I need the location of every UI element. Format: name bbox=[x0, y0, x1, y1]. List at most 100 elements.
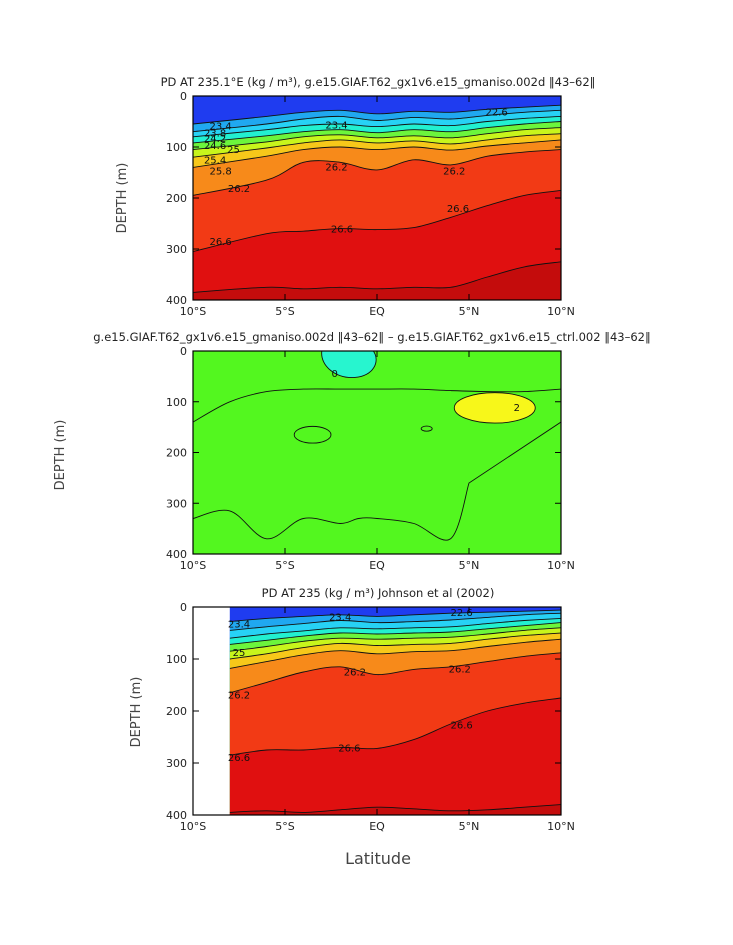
panel-middle-xtick-label: EQ bbox=[369, 559, 385, 572]
panel-bottom-isopycnal-25.4 bbox=[229, 632, 562, 660]
panel-middle-xtick-label: 5°N bbox=[459, 559, 480, 572]
panel-bottom-ylabel: DEPTH (m) bbox=[129, 677, 144, 748]
panel-top-xtick-label: EQ bbox=[369, 305, 385, 318]
panel-middle-difference-field bbox=[193, 351, 561, 554]
panel-top-contour-label: 26.6 bbox=[447, 204, 469, 215]
panel-bottom-xtick-label: 10°S bbox=[180, 820, 206, 833]
panel-bottom-contour-label: 26.6 bbox=[338, 743, 360, 754]
panel-middle-closed-contour bbox=[420, 425, 433, 432]
panel-bottom-xtick-label: 10°N bbox=[547, 820, 575, 833]
panel-top-isopycnal-23.8 bbox=[193, 109, 561, 133]
panel-top-isopycnal-27 bbox=[193, 261, 561, 293]
panel-top-ytick-label: 0 bbox=[180, 90, 187, 103]
panel-middle-lower-region bbox=[193, 422, 561, 554]
panel-middle-positive-patch bbox=[453, 392, 536, 424]
panel-top-contour-label: 26.6 bbox=[331, 225, 353, 236]
panel-top-contour-label: 23.8 bbox=[204, 129, 226, 140]
panel-bottom-isopycnal-26.2 bbox=[229, 652, 562, 694]
panel-top-contour-label: 22.6 bbox=[485, 107, 507, 118]
panel-top-contour-label: 23.4 bbox=[325, 121, 347, 132]
panel-top-contour-label: 25.4 bbox=[204, 155, 226, 166]
panel-top-ytick-label: 300 bbox=[166, 243, 187, 256]
panel-top-ytick-label: 200 bbox=[166, 192, 187, 205]
panel-top-isopycnals bbox=[193, 104, 561, 293]
panel-top-contour-label: 23.4 bbox=[209, 122, 231, 133]
panel-middle-ytick-label: 300 bbox=[166, 497, 187, 510]
panel-top-contour-label: 26.2 bbox=[228, 184, 250, 195]
panel-top-isopycnal-24.6 bbox=[193, 121, 561, 144]
panel-bottom-contour-label: 26.2 bbox=[228, 690, 250, 701]
panel-bottom-isopycnal-25 bbox=[229, 627, 562, 652]
panel-top-ylabel: DEPTH (m) bbox=[115, 163, 130, 234]
figure-xlabel: Latitude bbox=[345, 849, 411, 868]
panel-top-contour-label: 26.2 bbox=[443, 166, 465, 177]
panel-bottom-isopycnal-24.2 bbox=[229, 617, 562, 639]
panel-middle-xtick-label: 10°S bbox=[180, 559, 206, 572]
panel-bottom-xtick-label: EQ bbox=[369, 820, 385, 833]
panel-top-ytick-label: 100 bbox=[166, 141, 187, 154]
panel-middle-xtick-label: 10°N bbox=[547, 559, 575, 572]
panel-middle-zero-contour-upper bbox=[193, 388, 561, 423]
panel-bottom-contour-label: 23.4 bbox=[228, 620, 250, 631]
panel-top-contour-label: 25.8 bbox=[209, 166, 231, 177]
panel-bottom-xtick-label: 5°N bbox=[459, 820, 480, 833]
panel-top-contour-label: 26.6 bbox=[209, 237, 231, 248]
panel-middle-ytick-label: 0 bbox=[180, 345, 187, 358]
panel-bottom-ytick-label: 100 bbox=[166, 653, 187, 666]
panel-bottom-density-field bbox=[229, 607, 562, 815]
panel-bottom-isopycnal-23.4 bbox=[229, 609, 562, 623]
panel-top-layer-27 bbox=[193, 261, 561, 300]
panel-bottom-isopycnal-24.6 bbox=[229, 622, 562, 645]
panel-bottom-title: PD AT 235 (kg / m³) Johnson et al (2002) bbox=[262, 586, 495, 600]
panel-bottom-ytick-label: 400 bbox=[166, 809, 187, 822]
panel-bottom-isopycnal-25.8 bbox=[229, 638, 562, 669]
panel-bottom-contour-label: 26.2 bbox=[344, 668, 366, 679]
panel-bottom-isopycnal-23.8 bbox=[229, 612, 562, 631]
panel-bottom-ytick-label: 200 bbox=[166, 705, 187, 718]
panel-bottom-isopycnal-26.6 bbox=[229, 697, 562, 756]
panel-top: PD AT 235.1°E (kg / m³), g.e15.GIAF.T62_… bbox=[115, 75, 595, 318]
panel-top-isopycnal-25.4 bbox=[193, 133, 561, 158]
panel-middle-ylabel: DEPTH (m) bbox=[53, 420, 68, 491]
panel-bottom-ytick-label: 0 bbox=[180, 601, 187, 614]
panel-bottom-xtick-label: 5°S bbox=[275, 820, 294, 833]
panel-top-isopycnal-26.2 bbox=[193, 149, 561, 196]
panel-bottom-contour-label: 26.2 bbox=[449, 664, 471, 675]
panel-middle: g.e15.GIAF.T62_gx1v6.e15_gmaniso.002d ‖4… bbox=[53, 330, 651, 572]
panel-top-contour-label: 24.2 bbox=[204, 134, 226, 145]
panel-top-title: PD AT 235.1°E (kg / m³), g.e15.GIAF.T62_… bbox=[161, 75, 596, 89]
panel-top-isopycnal-24.2 bbox=[193, 115, 561, 138]
panel-top-xtick-label: 10°S bbox=[180, 305, 206, 318]
panel-bottom-contour-label: 26.6 bbox=[451, 721, 473, 732]
panel-bottom: PD AT 235 (kg / m³) Johnson et al (2002)… bbox=[129, 586, 575, 833]
panel-top-isopycnal-23.4 bbox=[193, 104, 561, 125]
panel-top-contour-label: 26.2 bbox=[325, 162, 347, 173]
panel-bottom-contour-label: 23.4 bbox=[329, 612, 351, 623]
panel-bottom-contour-label: 26.6 bbox=[228, 753, 250, 764]
panel-middle-title: g.e15.GIAF.T62_gx1v6.e15_gmaniso.002d ‖4… bbox=[93, 330, 651, 344]
panel-middle-ytick-label: 200 bbox=[166, 447, 187, 460]
panel-top-xtick-label: 5°N bbox=[459, 305, 480, 318]
panel-top-ytick-label: 400 bbox=[166, 294, 187, 307]
panel-top-contour-label: 25 bbox=[227, 145, 240, 156]
panel-bottom-contour-label: 25 bbox=[233, 648, 246, 659]
panel-middle-contour-label: 0 bbox=[331, 369, 337, 380]
panel-middle-zero-contour-lower bbox=[193, 421, 561, 541]
panel-top-isopycnal-25.8 bbox=[193, 139, 561, 168]
panel-middle-negative-patch bbox=[321, 351, 377, 378]
panel-top-isopycnal-25 bbox=[193, 127, 561, 151]
panel-top-xtick-label: 10°N bbox=[547, 305, 575, 318]
panel-top-xtick-label: 5°S bbox=[275, 305, 294, 318]
panel-bottom-isopycnals bbox=[229, 609, 562, 813]
panel-middle-ytick-label: 100 bbox=[166, 396, 187, 409]
panel-middle-contour-label: 2 bbox=[514, 403, 520, 414]
panel-bottom-ytick-label: 300 bbox=[166, 757, 187, 770]
panel-top-isopycnal-26.6 bbox=[193, 189, 561, 252]
panel-bottom-contour-label: 22.6 bbox=[451, 608, 473, 619]
panel-top-layer-26.6 bbox=[193, 190, 561, 300]
panel-bottom-layer-26.6 bbox=[229, 698, 562, 815]
panel-middle-ytick-label: 400 bbox=[166, 548, 187, 561]
panel-top-contour-label: 24.6 bbox=[204, 141, 226, 152]
panel-top-density-field bbox=[193, 96, 561, 300]
